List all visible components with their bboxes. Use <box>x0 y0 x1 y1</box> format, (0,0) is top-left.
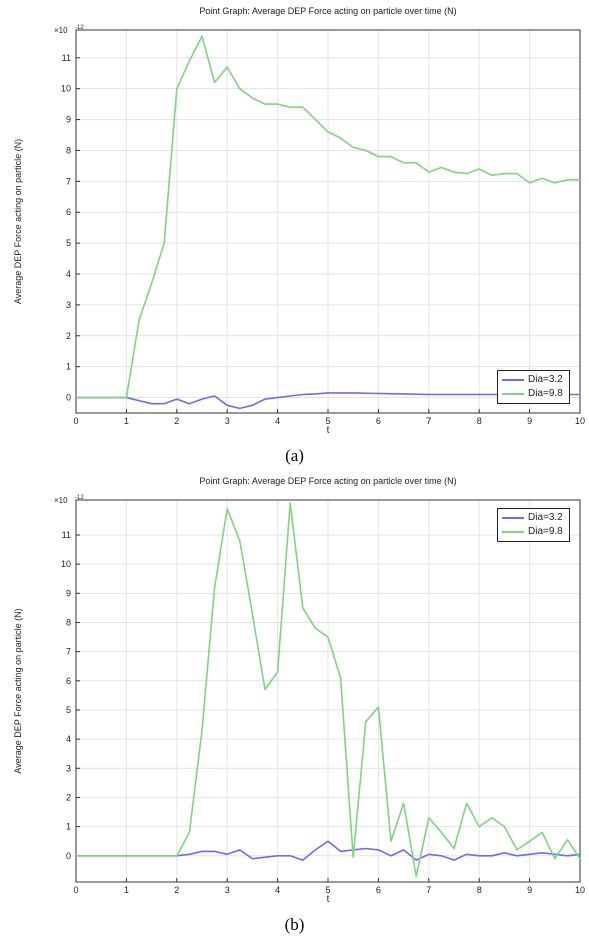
y-tick-label: 4 <box>66 269 71 279</box>
x-tick-label: 9 <box>527 885 532 895</box>
x-axis-label: t <box>327 425 330 436</box>
y-tick-label: 10 <box>61 559 71 569</box>
legend-entry-dia-3-2: Dia=3.2 <box>502 511 563 525</box>
y-tick-label: 7 <box>66 647 71 657</box>
y-tick-label: 5 <box>66 238 71 248</box>
legend-entry-dia-9-8: Dia=9.8 <box>502 387 563 401</box>
x-tick-label: 6 <box>376 416 381 426</box>
legend-a: Dia=3.2 Dia=9.8 <box>497 370 570 404</box>
y-tick-label: 11 <box>62 53 71 63</box>
x-tick-label: 3 <box>225 416 230 426</box>
legend-swatch-dia-9-8 <box>502 531 524 533</box>
x-tick-label: 5 <box>325 416 330 426</box>
y-exponent: -12 <box>75 25 84 31</box>
plot-frame <box>75 499 581 883</box>
chart-a: Point Graph: Average DEP Force acting on… <box>13 6 585 436</box>
x-tick-label: 1 <box>124 885 129 895</box>
x-tick-label: 7 <box>426 416 431 426</box>
y-tick-label: 5 <box>66 705 71 715</box>
legend-entry-dia-3-2: Dia=3.2 <box>502 373 563 387</box>
legend-swatch-dia-3-2 <box>502 517 524 519</box>
y-tick-label: 6 <box>66 676 71 686</box>
chart-title: Point Graph: Average DEP Force acting on… <box>199 476 456 486</box>
plot-frame <box>75 29 581 414</box>
y-tick-label: 2 <box>66 792 71 802</box>
y-tick-label: 10 <box>61 84 71 94</box>
y-multiplier: ×10 <box>54 26 68 35</box>
x-tick-label: 0 <box>73 885 78 895</box>
legend-label-dia-9-8: Dia=9.8 <box>528 526 563 537</box>
x-tick-label: 8 <box>477 885 482 895</box>
y-axis-label: Average DEP Force acting on particle (N) <box>13 608 23 773</box>
y-tick-label: 7 <box>66 176 71 186</box>
y-tick-label: 0 <box>66 393 71 403</box>
x-tick-label: 4 <box>275 416 280 426</box>
legend-swatch-dia-3-2 <box>502 379 524 381</box>
chart-title: Point Graph: Average DEP Force acting on… <box>199 6 456 16</box>
y-tick-label: 3 <box>66 763 71 773</box>
panel-caption-b: (b) <box>284 915 305 934</box>
legend-entry-dia-9-8: Dia=9.8 <box>502 525 563 539</box>
x-tick-label: 2 <box>174 416 179 426</box>
y-tick-label: 9 <box>66 588 71 598</box>
x-tick-label: 6 <box>376 885 381 895</box>
legend-label-dia-3-2: Dia=3.2 <box>528 512 563 523</box>
x-tick-label: 5 <box>325 885 330 895</box>
y-tick-label: 9 <box>66 115 71 125</box>
series-line-dia-9-8 <box>76 502 581 878</box>
legend-b: Dia=3.2 Dia=9.8 <box>497 508 570 542</box>
chart-b: Point Graph: Average DEP Force acting on… <box>13 476 585 905</box>
x-tick-label: 0 <box>73 416 78 426</box>
x-tick-label: 10 <box>575 416 585 426</box>
x-tick-label: 1 <box>124 416 129 426</box>
legend-label-dia-3-2: Dia=3.2 <box>528 374 563 385</box>
series-line-dia-9-8 <box>76 35 580 399</box>
x-tick-label: 10 <box>575 885 585 895</box>
y-tick-label: 3 <box>66 300 71 310</box>
series-line-dia-3-2 <box>76 392 580 410</box>
chart-panel-a: Point Graph: Average DEP Force acting on… <box>13 6 585 465</box>
y-tick-label: 1 <box>66 822 71 832</box>
x-tick-label: 2 <box>174 885 179 895</box>
legend-swatch-dia-9-8 <box>502 393 524 395</box>
chart-panel-b: Point Graph: Average DEP Force acting on… <box>0 470 589 939</box>
y-tick-label: 1 <box>66 362 71 372</box>
y-multiplier: ×10 <box>54 496 68 505</box>
y-tick-label: 6 <box>66 207 71 217</box>
y-axis-label: Average DEP Force acting on particle (N) <box>13 139 23 304</box>
y-tick-label: 4 <box>66 734 71 744</box>
x-tick-label: 8 <box>477 416 482 426</box>
x-tick-label: 4 <box>275 885 280 895</box>
panel-caption-a: (a) <box>285 446 304 465</box>
x-axis-label: t <box>327 894 330 905</box>
legend-label-dia-9-8: Dia=9.8 <box>528 388 563 399</box>
y-tick-label: 11 <box>62 530 71 540</box>
y-tick-label: 8 <box>66 617 71 627</box>
y-tick-label: 8 <box>66 145 71 155</box>
y-tick-label: 0 <box>66 851 71 861</box>
x-tick-label: 9 <box>527 416 532 426</box>
y-tick-label: 2 <box>66 331 71 341</box>
y-exponent: -12 <box>75 495 84 501</box>
x-tick-label: 3 <box>225 885 230 895</box>
x-tick-label: 7 <box>426 885 431 895</box>
